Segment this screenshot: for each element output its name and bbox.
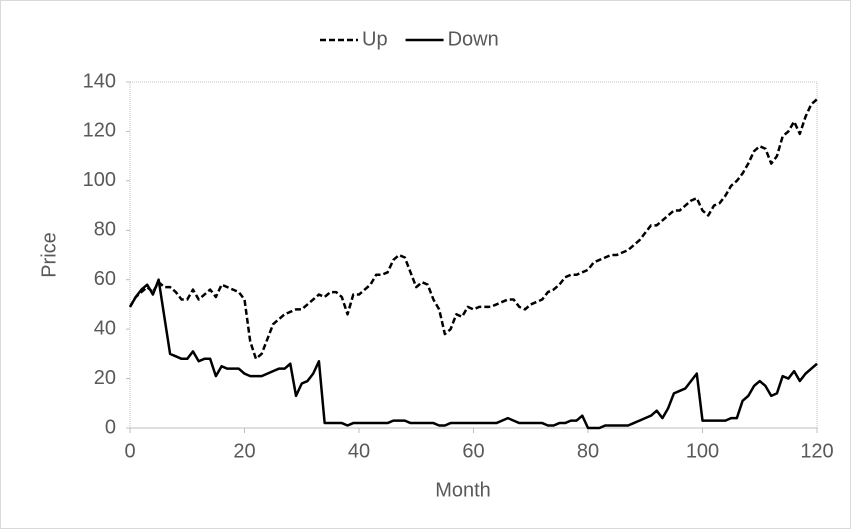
line-series [128, 98, 818, 361]
x-tick-label: 0 [124, 440, 135, 462]
x-tick-label: 80 [577, 440, 599, 462]
y-tick-label: 80 [94, 219, 116, 241]
x-tick-label: 100 [686, 440, 719, 462]
x-tick-label: 60 [462, 440, 484, 462]
y-tick-label: 100 [83, 169, 116, 191]
y-tick-label: 0 [105, 416, 116, 438]
x-tick-label: 40 [348, 440, 370, 462]
y-tick-label: 40 [94, 317, 116, 339]
y-tick-label: 120 [83, 120, 116, 142]
y-tick-label: 140 [83, 70, 116, 92]
x-axis-label: Month [435, 479, 491, 501]
legend-label: Down [448, 28, 499, 50]
y-tick-label: 20 [94, 367, 116, 389]
x-tick-label: 20 [233, 440, 255, 462]
line-series [128, 278, 818, 430]
x-tick-label: 120 [800, 440, 833, 462]
y-tick-label: 60 [94, 268, 116, 290]
legend-label: Up [362, 28, 388, 50]
y-axis-label: Price [38, 232, 60, 278]
